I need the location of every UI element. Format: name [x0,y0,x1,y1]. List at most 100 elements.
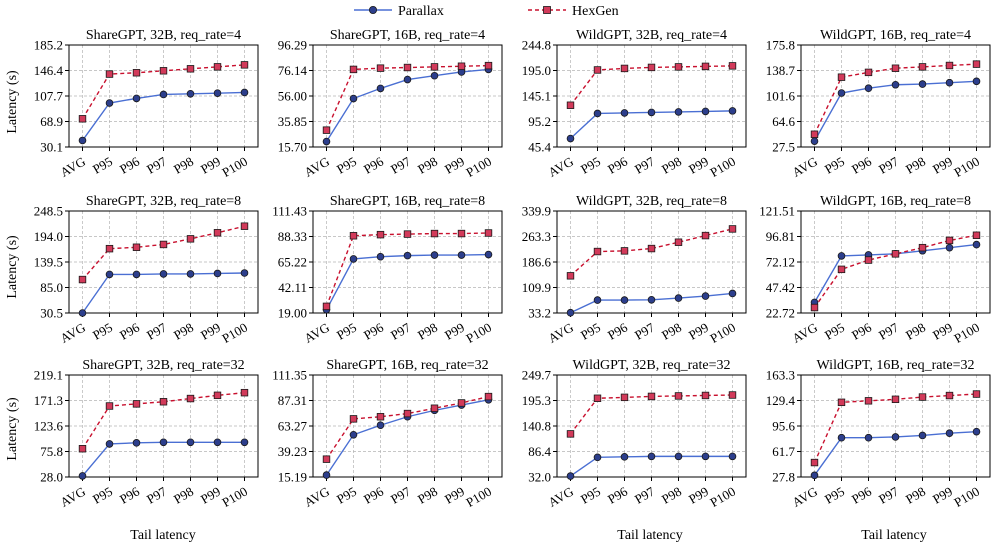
x-tick-label: P96 [849,153,874,176]
x-tick-label: AVG [790,320,820,346]
data-point-hexgen [213,391,222,400]
data-point-parallax [105,440,114,448]
x-tick-label: P98 [415,320,440,343]
data-point-parallax [728,452,737,461]
data-point-parallax [349,430,358,439]
data-point-hexgen [918,393,927,401]
x-tick-label: P99 [686,154,711,177]
x-tick-label: AVG [302,484,332,510]
y-tick-label: 95.6 [772,419,795,434]
data-point-parallax [566,134,575,143]
data-point-parallax [322,137,331,146]
data-point-hexgen [430,229,439,238]
y-tick-label: 185.2 [34,38,63,53]
data-point-parallax [810,471,819,480]
y-tick-label: 87.31 [278,393,307,408]
y-tick-label: 61.7 [772,444,795,459]
data-point-hexgen [566,272,575,280]
x-tick-label: P96 [361,483,386,506]
data-point-parallax [972,77,981,86]
data-point-hexgen [701,231,710,240]
series-line-hexgen [325,232,489,307]
y-tick-label: 194.0 [34,229,63,244]
data-point-hexgen [186,65,195,73]
data-point-parallax [647,295,656,304]
data-point-parallax [674,108,683,116]
data-point-parallax [864,433,873,442]
y-tick-label: 75.8 [40,444,63,459]
data-point-parallax [647,452,656,461]
x-tick-label: P97 [632,483,657,506]
y-tick-label: 27.5 [772,140,795,155]
y-tick-label: 65.22 [278,255,307,270]
x-axis-label-col4: Tail latency [861,528,927,543]
data-point-parallax [620,296,629,304]
data-point-parallax [105,270,114,279]
y-tick-label: 140.8 [522,419,551,434]
data-point-parallax [945,78,954,87]
data-point-parallax [972,240,981,249]
x-tick-label: P96 [605,483,630,506]
data-point-hexgen [647,63,656,72]
y-tick-label: 19.00 [278,306,307,321]
data-point-parallax [945,243,954,252]
x-tick-label: P95 [578,154,603,177]
data-point-hexgen [132,400,141,408]
data-point-parallax [972,427,981,436]
data-point-hexgen [376,413,385,421]
x-tick-label: P99 [930,154,955,177]
data-point-hexgen [78,275,87,284]
chart-panel-9: ShareGPT, 32B, req_rate=32 28.0 75.8 123.6 1… [34,358,259,510]
x-tick-label: P99 [198,484,223,507]
y-tick-label: 138.7 [766,63,796,78]
data-point-hexgen [891,64,900,72]
y-tick-label: 35.85 [278,114,307,129]
y-tick-label: 129.4 [766,393,796,408]
data-point-parallax [945,429,954,437]
x-tick-label: P96 [605,319,630,342]
data-point-hexgen [864,256,873,264]
data-point-hexgen [701,391,710,400]
data-point-hexgen [213,63,222,71]
x-tick-label: P100 [219,484,250,510]
data-point-parallax [837,433,846,442]
x-tick-label: P97 [388,483,413,506]
y-tick-label: 39.23 [278,444,307,459]
data-point-hexgen [945,391,954,400]
legend-marker-parallax [368,6,377,14]
data-point-hexgen [403,63,412,72]
y-tick-label: 263.3 [522,229,551,244]
data-point-hexgen [132,243,141,251]
y-tick-label: 244.8 [522,38,551,53]
data-point-hexgen [566,430,575,438]
data-point-parallax [647,108,656,117]
x-tick-label: P98 [171,320,196,343]
x-tick-label: P95 [578,484,603,507]
data-point-parallax [376,421,385,430]
x-tick-label: P95 [334,154,359,177]
data-point-hexgen [728,391,737,399]
data-point-parallax [403,75,412,84]
data-point-hexgen [322,302,331,311]
data-point-hexgen [457,229,466,238]
x-tick-label: P100 [463,484,494,510]
data-point-hexgen [647,244,656,253]
x-tick-label: AVG [790,484,820,510]
data-point-parallax [701,452,710,461]
data-point-hexgen [810,458,819,467]
x-tick-label: P97 [388,153,413,176]
x-tick-label: P95 [90,154,115,177]
data-point-hexgen [403,409,412,418]
chart-panels: ShareGPT, 32B, req_rate=4 30.1 68.9 107.7 14… [34,28,991,510]
y-tick-label: 27.8 [772,470,795,485]
y-tick-label: 56.00 [278,89,307,104]
chart-panel-4: WildGPT, 16B, req_rate=4 27.5 64.6 101.6 138… [766,28,991,180]
x-tick-label: P99 [686,320,711,343]
data-point-hexgen [213,229,222,237]
data-point-hexgen [837,265,846,274]
data-point-parallax [701,292,710,300]
y-tick-label: 15.19 [278,470,307,485]
data-point-hexgen [701,62,710,71]
x-tick-label: AVG [58,484,88,510]
data-point-hexgen [240,222,249,230]
